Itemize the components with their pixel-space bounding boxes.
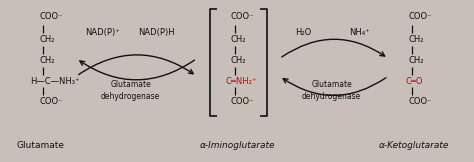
- Text: C═O: C═O: [406, 76, 423, 86]
- Text: α-Iminoglutarate: α-Iminoglutarate: [199, 141, 275, 150]
- Text: COO⁻: COO⁻: [408, 97, 432, 106]
- Text: CH₂: CH₂: [408, 35, 424, 44]
- Text: Glutamate
dehydrogenase: Glutamate dehydrogenase: [302, 80, 361, 101]
- Text: CH₂: CH₂: [39, 56, 55, 65]
- Text: CH₂: CH₂: [231, 35, 246, 44]
- Text: CH₂: CH₂: [231, 56, 246, 65]
- Text: CH₂: CH₂: [408, 56, 424, 65]
- Text: Glutamate: Glutamate: [17, 141, 65, 150]
- Text: CH₂: CH₂: [39, 35, 55, 44]
- Text: α-Ketoglutarate: α-Ketoglutarate: [379, 141, 449, 150]
- Text: COO⁻: COO⁻: [408, 12, 432, 21]
- Text: COO⁻: COO⁻: [231, 97, 255, 106]
- Text: Glutamate
dehydrogenase: Glutamate dehydrogenase: [101, 80, 160, 101]
- Text: NH₄⁺: NH₄⁺: [349, 28, 370, 37]
- Text: NAD(P)H: NAD(P)H: [138, 28, 175, 37]
- Text: H—C—NH₃⁺: H—C—NH₃⁺: [30, 76, 80, 86]
- Text: H₂O: H₂O: [295, 28, 311, 37]
- Text: COO⁻: COO⁻: [231, 12, 255, 21]
- Text: NAD(P)⁺: NAD(P)⁺: [85, 28, 119, 37]
- Text: COO⁻: COO⁻: [39, 12, 63, 21]
- Text: COO⁻: COO⁻: [39, 97, 63, 106]
- Text: C═NH₂⁺: C═NH₂⁺: [226, 76, 257, 86]
